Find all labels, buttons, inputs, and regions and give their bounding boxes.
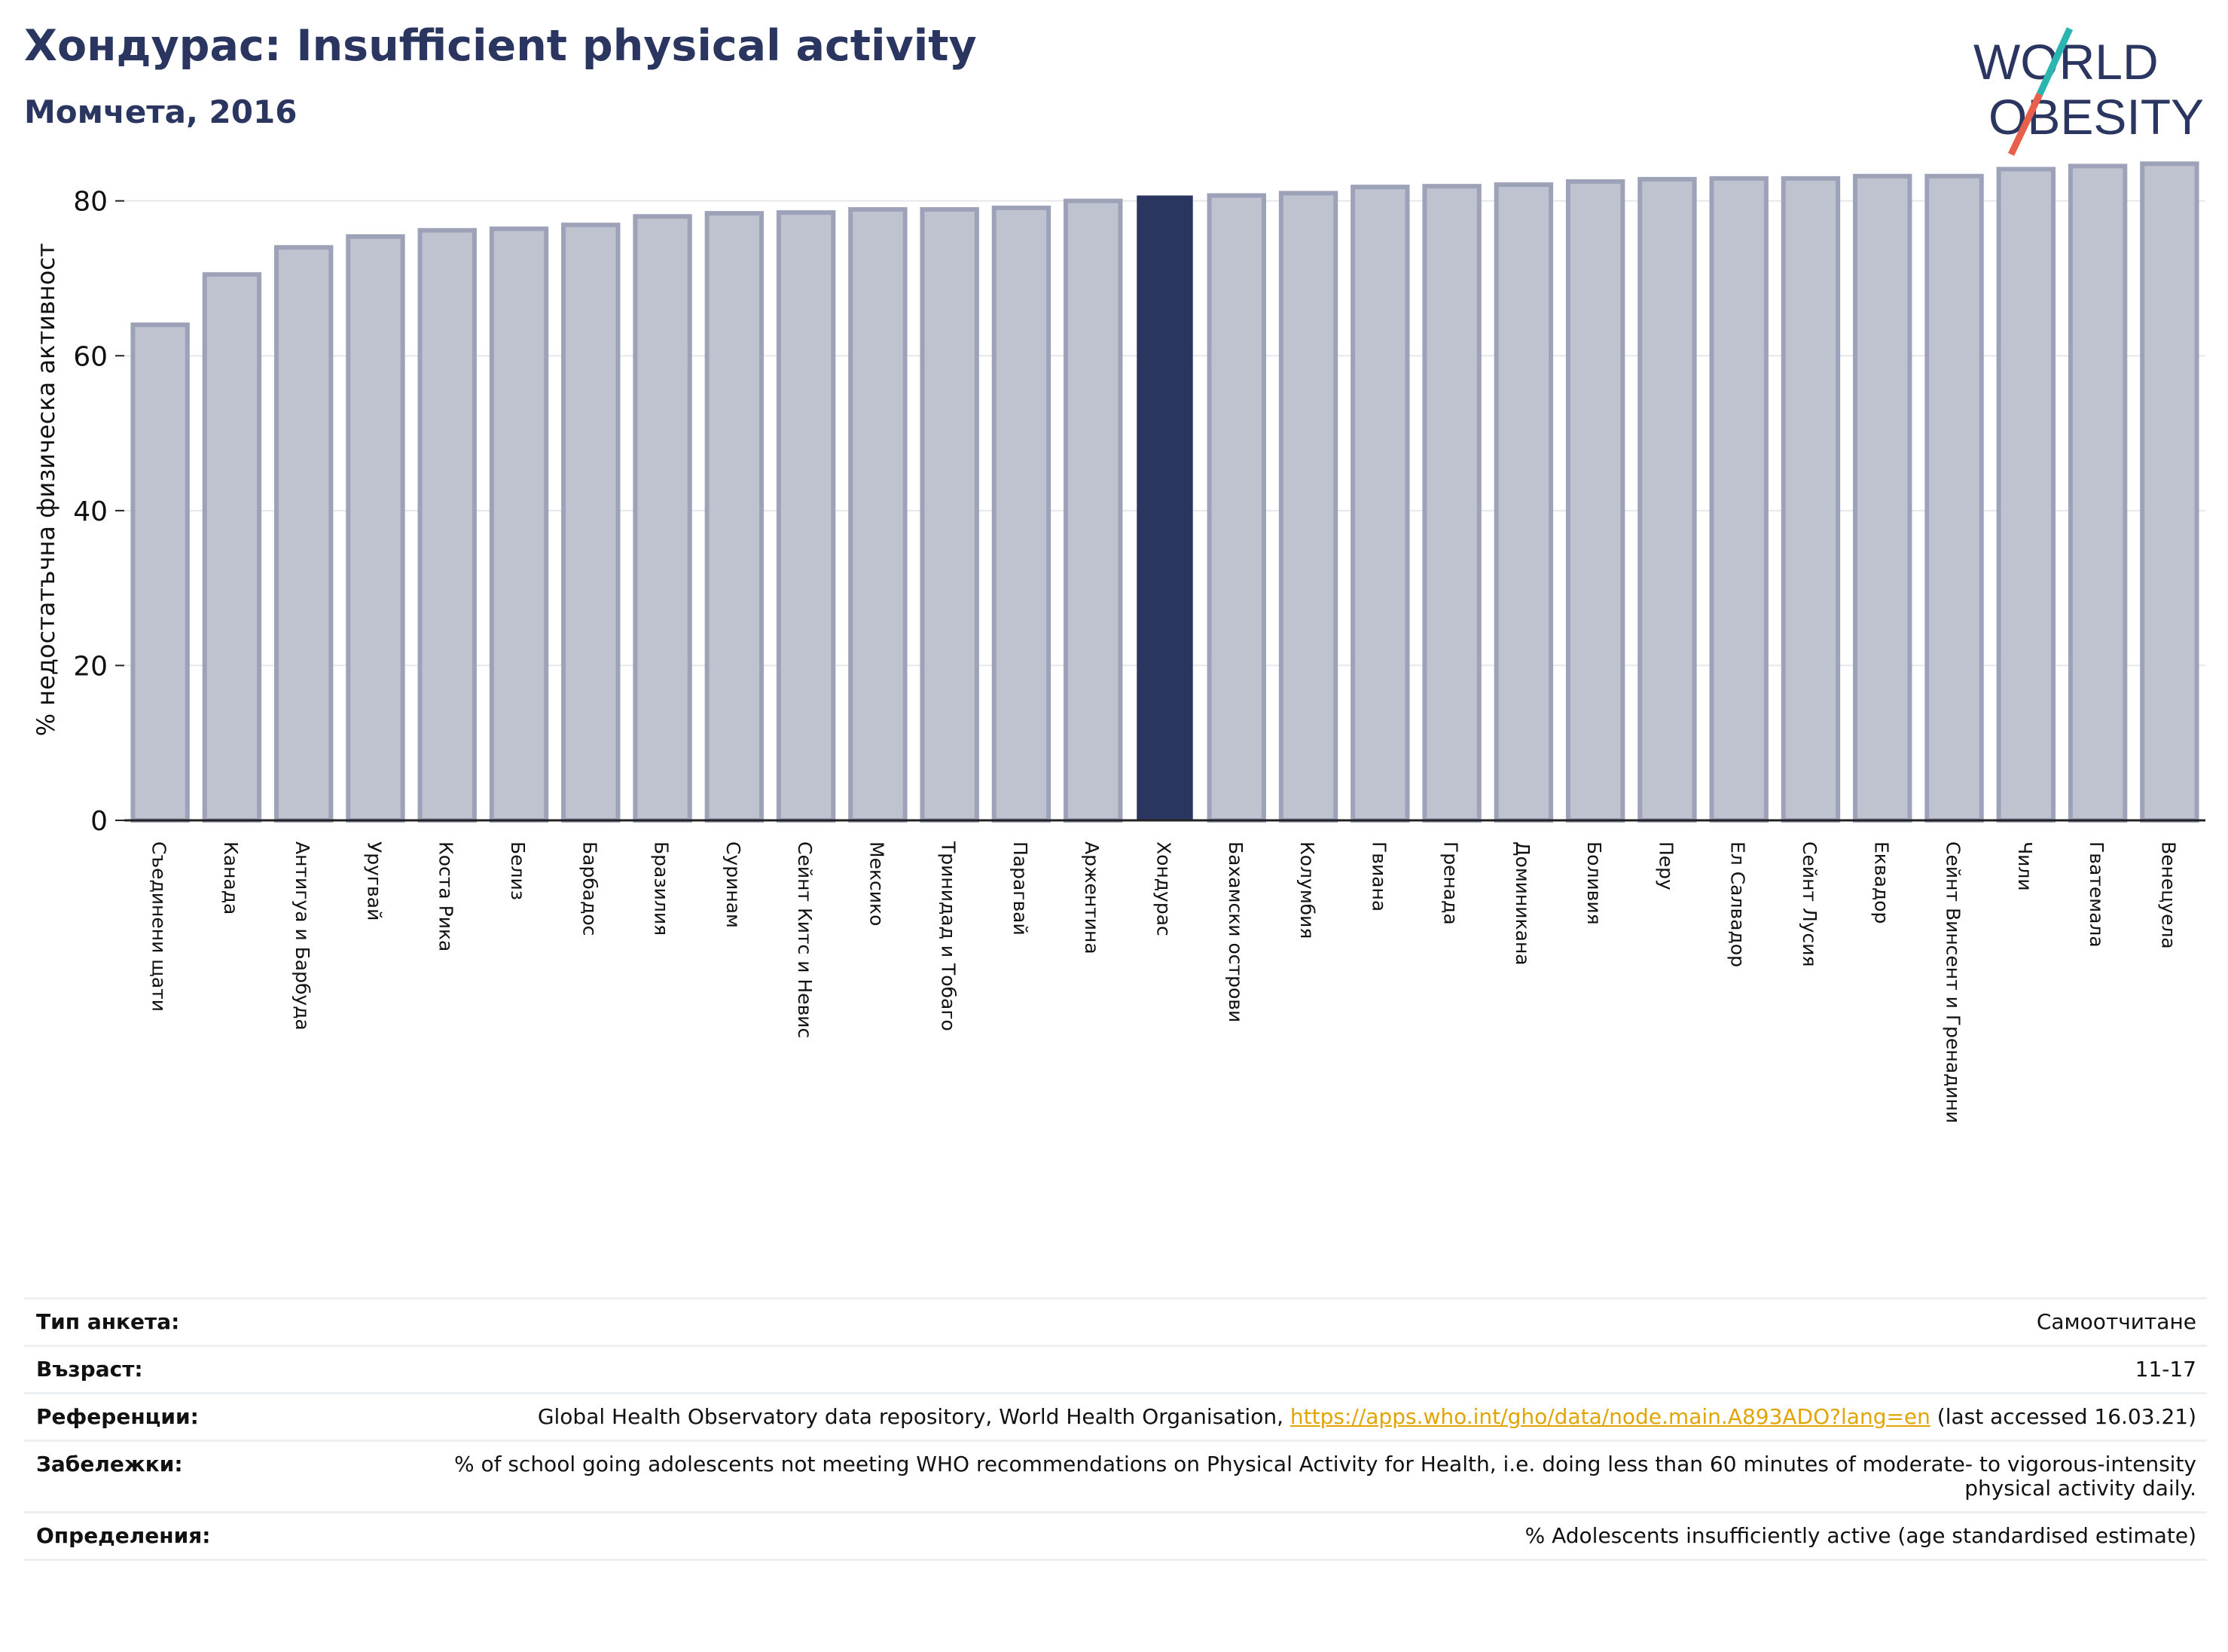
x-tick-label: Парагвай bbox=[1009, 841, 1031, 936]
meta-row-survey-type: Тип анкета: Самоотчитане bbox=[24, 1297, 2207, 1346]
x-tick-label: Белиз bbox=[507, 841, 529, 900]
bar bbox=[633, 214, 692, 823]
bar bbox=[2140, 161, 2199, 823]
reference-link[interactable]: https://apps.who.int/gho/data/node.main.… bbox=[1289, 1404, 1930, 1429]
bar bbox=[1351, 185, 1410, 823]
meta-row-definitions: Определения: % Adolescents insufficientl… bbox=[24, 1511, 2207, 1561]
x-tick-label: Хондурас bbox=[1153, 841, 1175, 936]
bar bbox=[1853, 173, 1912, 823]
y-axis-label: % недостатъчна физическа активност bbox=[32, 243, 60, 737]
y-tick-label: 80 bbox=[73, 187, 108, 218]
y-tick-label: 60 bbox=[73, 341, 108, 372]
meta-value: % of school going adolescents not meetin… bbox=[423, 1440, 2207, 1513]
metadata-table: Тип анкета: Самоотчитане Възраст: 11-17 … bbox=[24, 1297, 2207, 1561]
bar bbox=[561, 222, 621, 823]
meta-key: Възраст: bbox=[24, 1345, 423, 1394]
meta-value: % Adolescents insufficiently active (age… bbox=[423, 1511, 2207, 1561]
x-tick-label: Колумбия bbox=[1296, 841, 1318, 939]
x-tick-label: Сейнт Лусия bbox=[1799, 841, 1821, 967]
x-tick-label: Барбадос bbox=[578, 841, 600, 936]
x-tick-label: Доминикана bbox=[1512, 841, 1534, 966]
bars bbox=[124, 161, 2205, 823]
meta-key: Забележки: bbox=[24, 1440, 423, 1513]
bar bbox=[848, 206, 908, 823]
bar bbox=[1565, 179, 1625, 823]
meta-key: Референции: bbox=[24, 1392, 423, 1441]
logo-slash-bottom-icon bbox=[2007, 93, 2043, 156]
chart-title: Хондурас: Insufficient physical activity bbox=[24, 21, 977, 71]
x-tick-label: Перу bbox=[1655, 841, 1677, 890]
bar bbox=[1781, 176, 1841, 823]
bar bbox=[1278, 191, 1338, 823]
world-obesity-logo: WORLD OBESITY bbox=[1973, 27, 2204, 156]
x-tick-label: Мексико bbox=[865, 841, 887, 926]
x-tick-label: Сейнт Китс и Невис bbox=[794, 841, 816, 1038]
bar-chart: 0 20 40 60 80 Съединени щати Канада Антигуа и … bbox=[32, 161, 2205, 1123]
x-tick-label: Гвиана bbox=[1368, 841, 1390, 912]
x-tick-label: Бразилия bbox=[651, 841, 673, 936]
x-tick-label: Аржентина bbox=[1081, 841, 1103, 954]
x-tick-label: Гватемала bbox=[2086, 841, 2107, 948]
x-tick-label: Сейнт Винсент и Гренадини bbox=[1943, 841, 1964, 1123]
x-tick-label: Съединени щати bbox=[148, 841, 170, 1012]
x-tick-label: Боливия bbox=[1583, 841, 1605, 925]
bar bbox=[1709, 176, 1769, 823]
meta-value: Самоотчитане bbox=[423, 1297, 2207, 1346]
logo-word-obesity: OBESITY bbox=[1988, 89, 2204, 145]
bar bbox=[1924, 173, 1984, 823]
y-tick-label: 20 bbox=[73, 651, 108, 682]
meta-row-age: Възраст: 11-17 bbox=[24, 1345, 2207, 1394]
x-tick-label: Коста Рика bbox=[435, 841, 457, 951]
bar bbox=[2068, 163, 2128, 823]
bar-highlighted bbox=[1137, 195, 1193, 822]
bar bbox=[1996, 166, 2056, 823]
bar bbox=[202, 272, 262, 823]
bar bbox=[1637, 176, 1697, 823]
bar bbox=[704, 211, 765, 823]
y-tick-label: 0 bbox=[90, 806, 108, 837]
meta-row-notes: Забележки: % of school going adolescents… bbox=[24, 1440, 2207, 1513]
x-tick-label: Уругвай bbox=[363, 841, 385, 921]
bar bbox=[776, 210, 836, 823]
meta-key: Определения: bbox=[24, 1511, 423, 1561]
meta-row-references: Референции: Global Health Observatory da… bbox=[24, 1392, 2207, 1441]
reference-suffix: (last accessed 16.03.21) bbox=[1930, 1404, 2196, 1429]
logo-slash-top-icon bbox=[2036, 27, 2074, 96]
meta-value: Global Health Observatory data repositor… bbox=[423, 1392, 2207, 1441]
x-tick-label: Антигуа и Барбуда bbox=[291, 841, 313, 1031]
bar bbox=[1064, 198, 1123, 823]
x-tick-label: Венецуела bbox=[2157, 841, 2179, 949]
bar bbox=[273, 245, 334, 823]
x-tick-label: Еквадор bbox=[1870, 841, 1892, 924]
bar bbox=[417, 227, 477, 823]
x-tick-label: Гренада bbox=[1440, 841, 1462, 925]
meta-value: 11-17 bbox=[423, 1345, 2207, 1394]
bar bbox=[920, 206, 979, 823]
x-axis-labels: Съединени щати Канада Антигуа и Барбуда Уру… bbox=[148, 841, 2180, 1123]
bar bbox=[346, 234, 405, 823]
x-tick-label: Канада bbox=[220, 841, 242, 915]
bar bbox=[1207, 193, 1266, 823]
x-tick-label: Бахамски острови bbox=[1225, 841, 1247, 1022]
chart-subtitle: Момчета, 2016 bbox=[24, 93, 298, 130]
bar bbox=[489, 226, 549, 823]
y-axis: 0 20 40 60 80 bbox=[73, 187, 124, 837]
x-tick-label: Суринам bbox=[722, 841, 744, 928]
bar bbox=[130, 322, 190, 823]
bar bbox=[1422, 184, 1482, 823]
reference-text: Global Health Observatory data repositor… bbox=[537, 1404, 1290, 1429]
meta-key: Тип анкета: bbox=[24, 1297, 423, 1346]
x-tick-label: Чили bbox=[2014, 841, 2036, 891]
bar bbox=[1494, 182, 1554, 823]
x-tick-label: Ел Салвадор bbox=[1727, 841, 1749, 967]
bar bbox=[991, 205, 1051, 823]
x-tick-label: Тринидад и Тобаго bbox=[938, 841, 960, 1031]
y-tick-label: 40 bbox=[73, 496, 108, 527]
